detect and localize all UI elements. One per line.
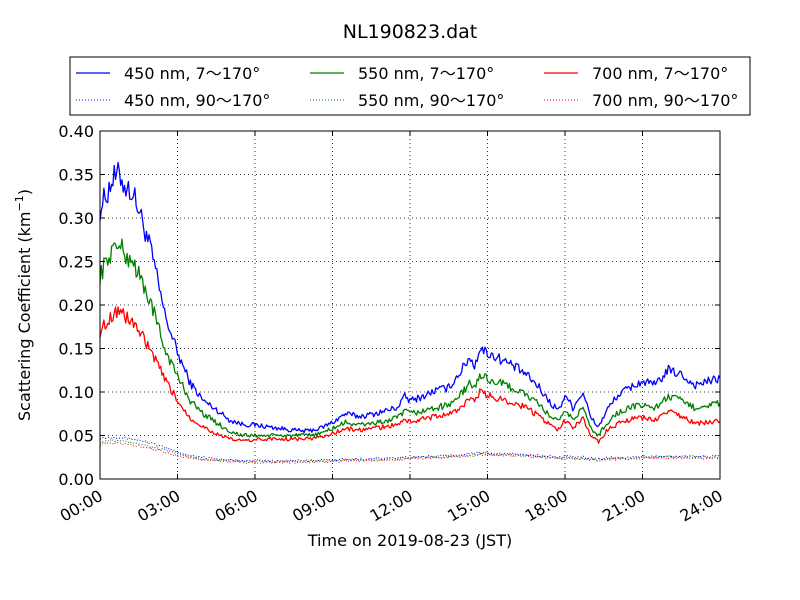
- y-tick-label: 0.20: [58, 296, 94, 315]
- y-tick-label: 0.00: [58, 470, 94, 489]
- y-tick-label: 0.35: [58, 166, 94, 185]
- y-tick-label: 0.15: [58, 340, 94, 359]
- legend-label: 550 nm, 90～170°: [358, 91, 504, 110]
- y-tick-label: 0.10: [58, 383, 94, 402]
- series-line: [99, 441, 721, 464]
- legend: 450 nm, 7～170° 450 nm, 90～170° 550 nm, 7～1…: [69, 56, 751, 116]
- y-axis-label-end: ): [15, 189, 34, 195]
- series-line: [99, 161, 721, 434]
- y-tick-label: 0.30: [58, 209, 94, 228]
- legend-label: 700 nm, 7～170°: [592, 64, 728, 83]
- y-axis-label: Scattering Coefficient (km−1): [13, 189, 34, 421]
- series-line: [99, 238, 721, 438]
- legend-label: 550 nm, 7～170°: [358, 64, 494, 83]
- y-axis-label-superscript: −1: [13, 195, 26, 211]
- legend-label: 450 nm, 90～170°: [124, 91, 270, 110]
- y-tick-labels: 0.00 0.05 0.10 0.15 0.20 0.25 0.30 0.35 0.40: [58, 122, 94, 489]
- series-line: [99, 306, 721, 444]
- y-tick-label: 0.40: [58, 122, 94, 141]
- legend-label: 700 nm, 90～170°: [592, 91, 738, 110]
- plot-area: [99, 130, 721, 480]
- grid-lines: [100, 131, 720, 479]
- chart-title: NL190823.dat: [343, 21, 478, 43]
- x-axis-label: Time on 2019-08-23 (JST): [307, 531, 512, 550]
- y-axis-label-main: Scattering Coefficient (km: [15, 211, 34, 421]
- y-tick-label: 0.25: [58, 253, 94, 272]
- y-tick-label: 0.05: [58, 427, 94, 446]
- tick-marks: [99, 130, 721, 480]
- legend-label: 450 nm, 7～170°: [124, 64, 260, 83]
- legend-box: [69, 56, 751, 116]
- series-layer: [99, 161, 721, 464]
